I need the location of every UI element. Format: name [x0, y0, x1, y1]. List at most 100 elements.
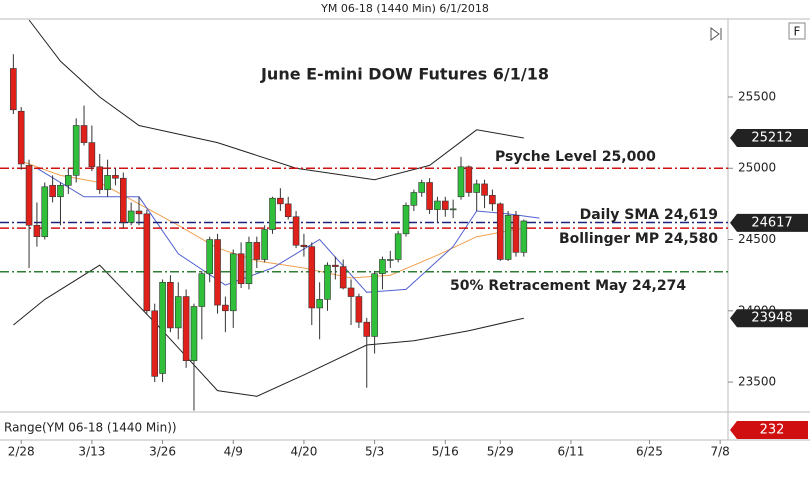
candle-body	[214, 239, 221, 306]
x-tick-label: 6/11	[557, 445, 584, 459]
candle-body	[206, 239, 213, 275]
candle-body	[316, 299, 323, 309]
candle-body	[308, 246, 316, 309]
candle-body	[41, 186, 49, 237]
candle-body	[33, 224, 41, 237]
candle-body	[17, 110, 25, 165]
y-tick-label: 25500	[738, 89, 776, 103]
x-tick-label: 6/25	[636, 445, 663, 459]
candle-body	[418, 182, 426, 193]
x-tick-label: 7/8	[710, 445, 729, 459]
x-tick-label: 5/16	[432, 445, 459, 459]
range-badge-label: 232	[760, 423, 785, 438]
candle-body	[151, 310, 159, 377]
chart-title: June E-mini DOW Futures 6/1/18	[260, 65, 549, 84]
x-tick-label: 5/29	[487, 445, 514, 459]
candle-body	[394, 233, 402, 260]
candle-body	[426, 182, 433, 210]
candle-body	[504, 214, 512, 260]
candle-body	[441, 200, 449, 210]
candle-body	[292, 216, 300, 246]
indicator-line	[13, 264, 524, 397]
f-button-label[interactable]: F	[794, 25, 801, 39]
level-label: 50% Retracement May 24,274	[450, 278, 686, 294]
candle-body	[167, 281, 174, 329]
candle-body	[112, 175, 119, 179]
x-tick-label: 4/9	[224, 445, 243, 459]
candle-body	[457, 166, 465, 198]
candle-body	[104, 175, 111, 190]
candle-body	[143, 213, 151, 312]
candle-body	[49, 185, 56, 198]
candle-body	[261, 229, 268, 260]
level-label: Psyche Level 25,000	[495, 149, 656, 165]
price-badge-label: 23948	[751, 311, 792, 326]
candle-body	[379, 259, 386, 275]
candle-body	[10, 68, 17, 111]
play-icon[interactable]	[710, 27, 722, 41]
candle-body	[277, 197, 284, 205]
y-tick-label: 23500	[738, 375, 776, 389]
candle-body	[489, 195, 496, 205]
price-badge	[730, 129, 808, 148]
candle-body	[402, 205, 410, 235]
candle-body	[512, 214, 520, 253]
candle-body	[387, 259, 394, 261]
candle-body	[284, 203, 292, 218]
f-button[interactable]	[788, 22, 806, 40]
candle-body	[237, 253, 245, 285]
x-tick-label: 2/28	[8, 445, 35, 459]
y-tick-label: 25000	[738, 161, 776, 175]
price-badge-label: 24617	[751, 215, 792, 230]
range-label: Range(YM 06-18 (1440 Min))	[4, 421, 177, 435]
candle-body	[371, 273, 378, 337]
candle-body	[410, 192, 418, 206]
candle-body	[332, 264, 339, 267]
candle-body	[245, 242, 253, 285]
candle-body	[229, 253, 237, 312]
candle-body	[434, 200, 441, 210]
candle-body	[481, 183, 488, 196]
price-badge	[730, 309, 808, 328]
candle-body	[363, 321, 371, 337]
level-label: Bollinger MP 24,580	[559, 231, 718, 247]
candle-body	[119, 177, 127, 223]
candle-body	[355, 296, 363, 323]
candle-body	[190, 306, 198, 361]
indicator-line	[28, 19, 524, 181]
candle-body	[127, 210, 135, 223]
price-badge	[730, 213, 808, 232]
x-tick-label: 4/20	[290, 445, 317, 459]
candle-body	[253, 242, 261, 260]
candle-body	[135, 210, 143, 215]
x-tick-label: 5/3	[365, 445, 384, 459]
candle-body	[449, 208, 457, 211]
candle-body	[88, 142, 96, 168]
candle-body	[520, 220, 528, 253]
price-badge-label: 25212	[751, 131, 792, 146]
range-badge	[730, 421, 808, 439]
candle-body	[57, 185, 64, 198]
candle-body	[80, 125, 88, 143]
candle-body	[159, 281, 166, 374]
candle-body	[339, 266, 347, 289]
candle-body	[465, 166, 473, 193]
candle-body	[496, 203, 504, 260]
candle-body	[324, 264, 331, 300]
x-tick-label: 3/13	[78, 445, 105, 459]
x-tick-label: 3/26	[149, 445, 176, 459]
candle-body	[269, 197, 276, 230]
candle-body	[222, 304, 229, 312]
candle-body	[96, 166, 104, 190]
level-label: Daily SMA 24,619	[580, 207, 718, 223]
candle-body	[72, 125, 80, 176]
y-tick-label: 24500	[738, 232, 776, 246]
candle-body	[300, 244, 308, 247]
candle-body	[25, 165, 33, 226]
header: YM 06-18 (1440 Min) 6/1/2018	[320, 2, 489, 15]
candle-body	[174, 296, 182, 329]
candle-body	[473, 183, 480, 193]
candle-body	[198, 273, 206, 307]
